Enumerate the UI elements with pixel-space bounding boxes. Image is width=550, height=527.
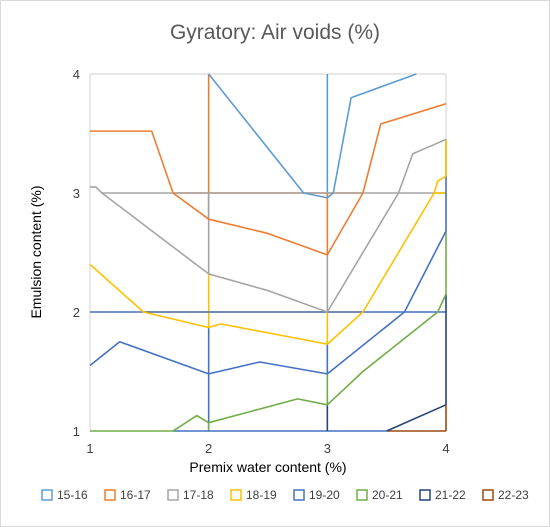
legend-label-19-20: 19-20 xyxy=(309,488,340,502)
series-line-17-18 xyxy=(90,138,447,313)
legend-swatch-20-21 xyxy=(356,489,368,501)
x-tick-label: 2 xyxy=(205,441,212,456)
series-line-19-20 xyxy=(89,230,447,375)
legend: 15-16 16-17 17-18 18-19 19-20 20-21 21-22 22-23 xyxy=(41,488,529,502)
plot-area xyxy=(89,73,447,432)
y-tick-label: 1 xyxy=(73,424,80,439)
legend-swatch-19-20 xyxy=(293,489,305,501)
x-tick-label: 3 xyxy=(324,441,331,456)
x-axis-ticks: 1 2 3 4 xyxy=(86,441,449,456)
legend-swatch-16-17 xyxy=(104,489,116,501)
y-tick-label: 3 xyxy=(73,186,80,201)
x-tick-label: 1 xyxy=(86,441,93,456)
series-line-18-19 xyxy=(89,175,447,345)
y-axis-label: Emulsion content (%) xyxy=(28,185,44,318)
legend-label-17-18: 17-18 xyxy=(183,488,214,502)
legend-label-21-22: 21-22 xyxy=(435,488,466,502)
series-line-21-22 xyxy=(386,404,447,432)
legend-label-22-23: 22-23 xyxy=(498,488,529,502)
y-tick-label: 4 xyxy=(73,67,80,82)
x-axis-label: Premix water content (%) xyxy=(189,459,346,475)
contour-lines xyxy=(89,73,447,432)
chart-title: Gyratory: Air voids (%) xyxy=(170,21,380,44)
legend-swatch-17-18 xyxy=(167,489,179,501)
legend-swatch-15-16 xyxy=(41,489,53,501)
legend-label-15-16: 15-16 xyxy=(57,488,88,502)
series-line-15-16 xyxy=(208,73,417,199)
plot-border xyxy=(89,73,447,432)
y-axis-ticks: 1 2 3 4 xyxy=(73,67,80,439)
y-tick-label: 2 xyxy=(73,305,80,320)
legend-label-16-17: 16-17 xyxy=(120,488,151,502)
series-line-20-21 xyxy=(90,293,447,432)
series-line-16-17 xyxy=(90,102,447,256)
legend-swatch-22-23 xyxy=(482,489,494,501)
legend-swatch-18-19 xyxy=(230,489,242,501)
contour-boundary-lines xyxy=(90,74,447,432)
legend-label-20-21: 20-21 xyxy=(372,488,403,502)
legend-swatch-21-22 xyxy=(419,489,431,501)
legend-label-18-19: 18-19 xyxy=(246,488,277,502)
x-tick-label: 4 xyxy=(442,441,449,456)
